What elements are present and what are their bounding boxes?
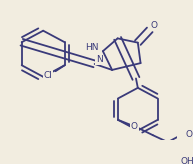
Text: HN: HN: [85, 43, 99, 52]
Text: O: O: [131, 122, 138, 131]
Text: N: N: [96, 55, 103, 64]
Text: OH: OH: [181, 157, 193, 164]
Text: Cl: Cl: [44, 71, 52, 80]
Text: O: O: [151, 21, 158, 30]
Text: O: O: [185, 130, 192, 139]
